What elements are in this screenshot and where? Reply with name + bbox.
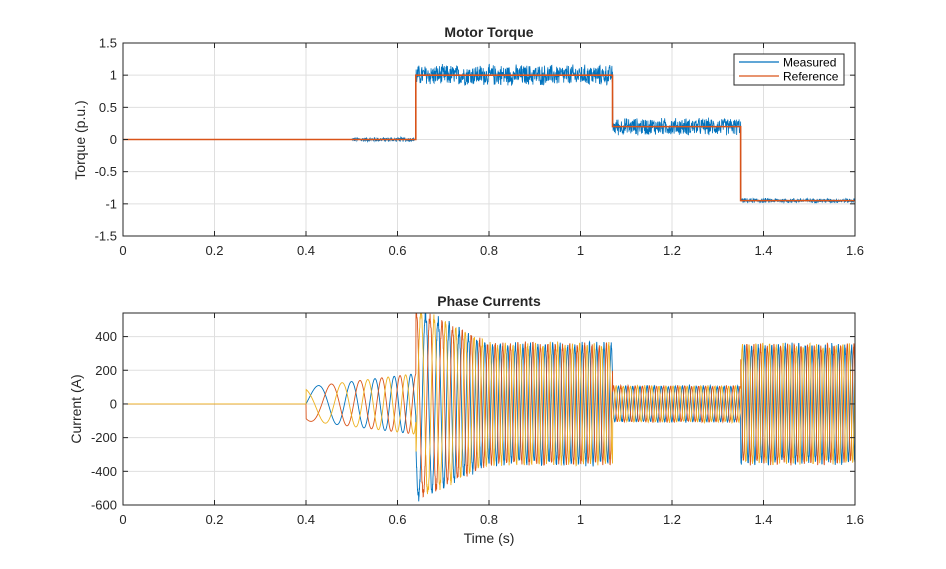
series-reference bbox=[123, 74, 855, 202]
currents-y-ticks: 400 200 0 -200 -400 -600 bbox=[91, 329, 855, 513]
x-tick-label: 0.2 bbox=[205, 512, 223, 527]
y-tick-label: 0 bbox=[110, 132, 117, 147]
x-tick-label: 0.6 bbox=[388, 243, 406, 258]
x-tick-label: 0.4 bbox=[297, 243, 315, 258]
x-tick-label: 0.6 bbox=[388, 512, 406, 527]
y-tick-label: 200 bbox=[95, 363, 117, 378]
torque-y-axis-label: Torque (p.u.) bbox=[72, 100, 88, 179]
y-tick-label: -1.5 bbox=[95, 229, 117, 244]
y-tick-label: -400 bbox=[91, 464, 117, 479]
motor-torque-chart: 0 0.2 0.4 0.6 0.8 1 1.2 1.4 1.6 1.5 1 0.5 0 -0.5 -1 -1… bbox=[72, 24, 864, 258]
currents-chart-title: Phase Currents bbox=[437, 293, 541, 309]
x-tick-label: 0 bbox=[119, 243, 126, 258]
torque-chart-title: Motor Torque bbox=[444, 24, 533, 40]
x-tick-label: 1.6 bbox=[846, 243, 864, 258]
x-tick-label: 1.6 bbox=[846, 512, 864, 527]
x-tick-label: 0.2 bbox=[205, 243, 223, 258]
torque-y-ticks: 1.5 1 0.5 0 -0.5 -1 -1.5 bbox=[95, 36, 855, 244]
y-tick-label: -200 bbox=[91, 430, 117, 445]
x-tick-label: 1.4 bbox=[754, 512, 772, 527]
y-tick-label: -0.5 bbox=[95, 164, 117, 179]
series-phase-c bbox=[123, 313, 855, 495]
y-tick-label: 0 bbox=[110, 396, 117, 411]
currents-x-ticks: 0 0.2 0.4 0.6 0.8 1 1.2 1.4 1.6 bbox=[119, 313, 864, 527]
x-tick-label: 1 bbox=[577, 512, 584, 527]
x-tick-label: 0 bbox=[119, 512, 126, 527]
torque-x-ticks: 0 0.2 0.4 0.6 0.8 1 1.2 1.4 1.6 bbox=[119, 43, 864, 258]
torque-series bbox=[123, 63, 855, 205]
legend-reference-label: Reference bbox=[783, 70, 839, 84]
series-group bbox=[123, 313, 855, 502]
phase-currents-chart: 0 0.2 0.4 0.6 0.8 1 1.2 1.4 1.6 400 200 0 -200 -400 -… bbox=[68, 293, 864, 546]
y-tick-label: 0.5 bbox=[99, 100, 117, 115]
x-tick-label: 1.2 bbox=[663, 512, 681, 527]
currents-x-axis-label: Time (s) bbox=[464, 530, 515, 546]
legend-box bbox=[733, 53, 845, 86]
x-tick-label: 0.8 bbox=[480, 512, 498, 527]
series-group bbox=[123, 63, 855, 205]
y-tick-label: -600 bbox=[91, 498, 117, 513]
y-tick-label: 1 bbox=[110, 68, 117, 83]
x-tick-label: 0.4 bbox=[297, 512, 315, 527]
y-tick-label: 400 bbox=[95, 329, 117, 344]
torque-legend: Measured Reference bbox=[733, 53, 845, 86]
x-tick-label: 1.4 bbox=[754, 243, 772, 258]
y-tick-label: 1.5 bbox=[99, 36, 117, 51]
x-tick-label: 1.2 bbox=[663, 243, 681, 258]
currents-y-axis-label: Current (A) bbox=[68, 374, 84, 443]
x-tick-label: 0.8 bbox=[480, 243, 498, 258]
currents-series bbox=[123, 313, 855, 502]
y-tick-label: -1 bbox=[105, 196, 117, 211]
x-tick-label: 1 bbox=[577, 243, 584, 258]
legend-measured-label: Measured bbox=[783, 56, 836, 70]
